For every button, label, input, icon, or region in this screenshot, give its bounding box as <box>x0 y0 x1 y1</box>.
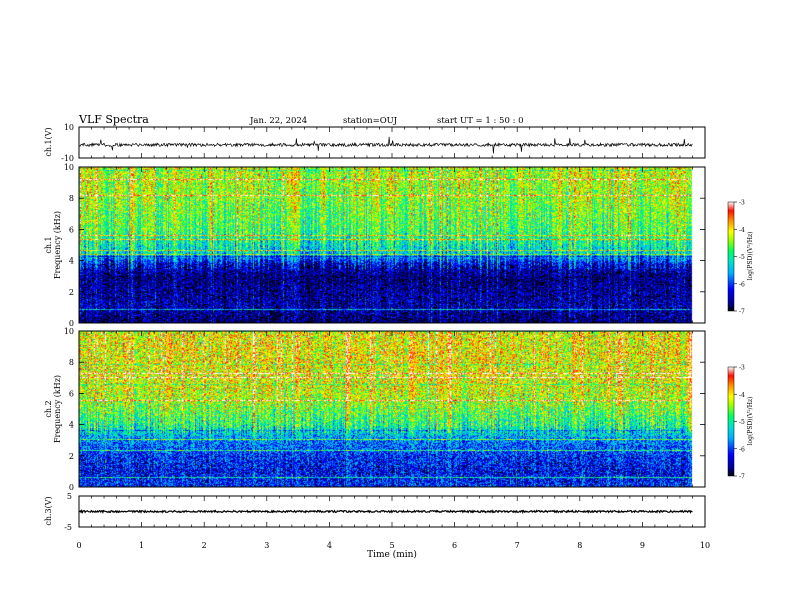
ch1-colorbar-tick-label: -3 <box>739 200 745 207</box>
ch2-spectrogram-ylabel: ch.2 <box>44 400 53 417</box>
ch3-ytick-top: 5 <box>67 492 72 501</box>
time-tick-label: 0 <box>76 541 81 550</box>
time-tick-label: 7 <box>515 541 520 550</box>
ch1-colorbar-tick-label: -7 <box>739 309 745 316</box>
time-tick-label: 1 <box>139 541 144 550</box>
ch2-colorbar-tick-label: -7 <box>739 474 745 481</box>
ch1-colorbar-tick-label: -4 <box>739 227 745 234</box>
ch3-waveform-ylabel: ch.3(V) <box>44 496 53 525</box>
ch1-freq-ytick-label: 0 <box>69 319 74 328</box>
ch1-frequency-axis-label: Frequency (kHz) <box>53 211 62 279</box>
ch1-ytick-bottom: -10 <box>61 154 74 163</box>
ch2-freq-ytick-label: 4 <box>69 421 74 430</box>
ch2-colorbar-tick-label: -4 <box>739 392 745 399</box>
time-tick-label: 10 <box>700 541 710 550</box>
ch2-freq-ytick-label: 6 <box>69 389 74 398</box>
time-axis-ticks <box>78 127 706 527</box>
time-tick-label: 5 <box>389 541 394 550</box>
start-time-label: start UT = 1 : 50 : 0 <box>437 116 524 126</box>
ch1-freq-ytick-label: 10 <box>64 163 74 172</box>
ch2-freq-ticks: 0 2 4 6 8 10 <box>64 327 705 492</box>
ch3-waveform-panel: 5 -5 ch.3(V) <box>44 492 706 532</box>
ch3-ytick-bottom: -5 <box>64 523 72 532</box>
ch1-freq-ytick-label: 4 <box>69 257 74 266</box>
time-tick-label: 9 <box>640 541 645 550</box>
ch2-colorbar-tick-label: -5 <box>739 419 745 426</box>
time-tick-label: 4 <box>327 541 332 550</box>
ch1-spectrogram-ylabel: ch.1 <box>44 236 53 253</box>
time-axis-label: Time (min) <box>367 549 417 560</box>
ch2-freq-ytick-label: 8 <box>69 358 74 367</box>
ch2-colorbar-tick-label: -3 <box>739 365 745 372</box>
ch2-spectrogram-image <box>79 331 705 487</box>
ch1-freq-ytick-label: 6 <box>69 225 74 234</box>
ch1-colorbar-ticks: -3 -4 -5 -6 -7 <box>734 200 745 316</box>
time-axis-tick-labels: 0 1 2 3 4 5 6 7 8 9 10 <box>76 541 710 550</box>
ch2-freq-ytick-label: 10 <box>64 327 74 336</box>
ch1-colorbar-label: log(PSD)(V²/Hz) <box>747 232 754 281</box>
ch1-spectrogram-image <box>79 167 705 323</box>
ch1-colorbar <box>727 201 735 312</box>
ch2-colorbar-tick-label: -6 <box>739 446 745 453</box>
time-tick-label: 6 <box>452 541 457 550</box>
ch1-ytick-top: 10 <box>64 123 74 132</box>
date-label: Jan. 22, 2024 <box>249 116 307 126</box>
time-tick-label: 8 <box>577 541 582 550</box>
station-label: station=OUJ <box>343 116 398 126</box>
ch1-colorbar-tick-label: -5 <box>739 254 745 261</box>
ch1-waveform-ylabel: ch.1(V) <box>44 127 53 156</box>
ch1-waveform-line <box>79 136 693 154</box>
ch2-colorbar-ticks: -3 -4 -5 -6 -7 <box>734 365 745 481</box>
time-tick-label: 2 <box>202 541 207 550</box>
ch2-colorbar-label: log(PSD)(V²/Hz) <box>747 397 754 446</box>
time-tick-label: 3 <box>264 541 269 550</box>
ch2-frequency-axis-label: Frequency (kHz) <box>53 375 62 443</box>
ch1-waveform-panel: 10 -10 ch.1(V) <box>44 123 706 163</box>
ch1-colorbar-tick-label: -6 <box>739 281 745 288</box>
ch2-freq-ytick-label: 0 <box>69 483 74 492</box>
ch1-freq-ticks: 0 2 4 6 8 10 <box>64 163 705 328</box>
ch1-freq-ytick-label: 2 <box>69 288 74 297</box>
figure-title: VLF Spectra <box>78 113 149 126</box>
ch2-freq-ytick-label: 2 <box>69 452 74 461</box>
ch3-waveform-line <box>79 509 693 515</box>
ch2-colorbar <box>727 366 735 477</box>
ch1-freq-ytick-label: 8 <box>69 194 74 203</box>
